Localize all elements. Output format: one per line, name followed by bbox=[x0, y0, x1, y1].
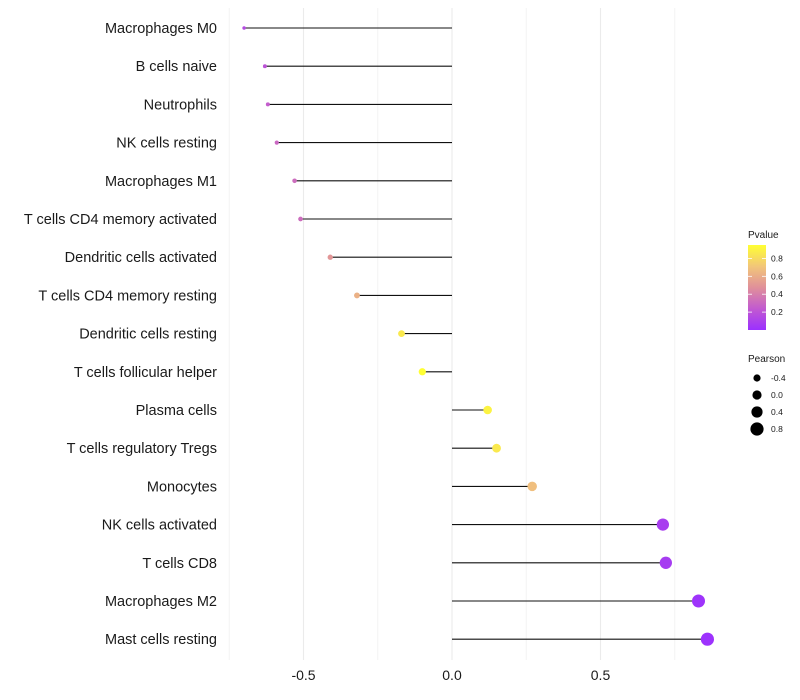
category-label: Neutrophils bbox=[144, 97, 217, 113]
category-label: Dendritic cells resting bbox=[79, 327, 217, 343]
x-tick-layer: -0.5 0.0 0.5 bbox=[291, 667, 610, 683]
lollipop-dot bbox=[274, 140, 279, 145]
category-label: Mast cells resting bbox=[105, 632, 217, 648]
x-tick-label: 0.5 bbox=[591, 667, 611, 683]
lollipop-dot bbox=[398, 330, 405, 337]
category-label: NK cells resting bbox=[116, 136, 217, 152]
lollipop-dot bbox=[527, 481, 537, 492]
category-label: Macrophages M2 bbox=[105, 594, 217, 610]
legend-pvalue-tick-label: 0.6 bbox=[771, 271, 783, 281]
legend-pvalue-colorbar bbox=[748, 245, 766, 330]
x-tick-label: 0.0 bbox=[442, 667, 462, 683]
legend-size-dot bbox=[751, 406, 763, 418]
lollipop-dot bbox=[656, 518, 669, 531]
lollipop-dot bbox=[492, 443, 501, 453]
stem-layer bbox=[244, 27, 708, 640]
category-label: Monocytes bbox=[147, 479, 217, 495]
dot-layer bbox=[242, 26, 715, 646]
legend-pearson-label: 0.4 bbox=[771, 407, 783, 417]
lollipop-dot bbox=[483, 405, 492, 415]
legend-size-dot bbox=[752, 390, 762, 400]
legend-pvalue-tick-label: 0.2 bbox=[771, 307, 783, 317]
lollipop-dot bbox=[242, 26, 246, 30]
lollipop-dot bbox=[265, 102, 270, 107]
category-label: Macrophages M0 bbox=[105, 21, 217, 37]
legend: Pvalue 0.20.40.60.8 Pearson -0.40.00.40.… bbox=[748, 230, 786, 436]
category-label: Plasma cells bbox=[136, 403, 217, 419]
category-label: T cells CD8 bbox=[142, 556, 217, 572]
legend-pearson-label: -0.4 bbox=[771, 373, 786, 383]
legend-pearson-title: Pearson bbox=[748, 354, 785, 365]
category-label-layer: Macrophages M0 B cells naive Neutrophils NK… bbox=[24, 21, 217, 648]
lollipop-dot bbox=[292, 178, 297, 184]
lollipop-dot bbox=[659, 556, 672, 569]
legend-pearson-label: 0.8 bbox=[771, 424, 783, 434]
lollipop-dot bbox=[298, 216, 303, 222]
legend-pearson-label: 0.0 bbox=[771, 390, 783, 400]
legend-pvalue-tick-label: 0.8 bbox=[771, 253, 783, 263]
lollipop-dot bbox=[327, 254, 333, 260]
category-label: T cells follicular helper bbox=[74, 365, 217, 381]
category-label: NK cells activated bbox=[102, 518, 217, 534]
lollipop-dot bbox=[692, 594, 706, 608]
lollipop-dot bbox=[418, 368, 426, 376]
lollipop-dot bbox=[700, 632, 715, 646]
lollipop-dot bbox=[262, 64, 267, 69]
category-label: T cells CD4 memory resting bbox=[38, 288, 217, 304]
category-label: B cells naive bbox=[136, 59, 217, 75]
category-label: T cells regulatory Tregs bbox=[67, 441, 217, 457]
category-label: T cells CD4 memory activated bbox=[24, 212, 217, 228]
legend-pvalue-tick-label: 0.4 bbox=[771, 289, 783, 299]
legend-pvalue-ticks: 0.2 0.4 0.6 0.8 bbox=[748, 253, 783, 317]
category-label: Dendritic cells activated bbox=[65, 250, 217, 266]
category-label: Macrophages M1 bbox=[105, 174, 217, 190]
lollipop-dot bbox=[354, 292, 360, 299]
legend-size-dot bbox=[753, 374, 761, 382]
legend-size-dot bbox=[750, 422, 764, 436]
x-tick-label: -0.5 bbox=[291, 667, 315, 683]
legend-pearson-items: -0.4 0.0 0.4 0.8 bbox=[750, 373, 786, 436]
legend-pvalue-title: Pvalue bbox=[748, 230, 779, 241]
